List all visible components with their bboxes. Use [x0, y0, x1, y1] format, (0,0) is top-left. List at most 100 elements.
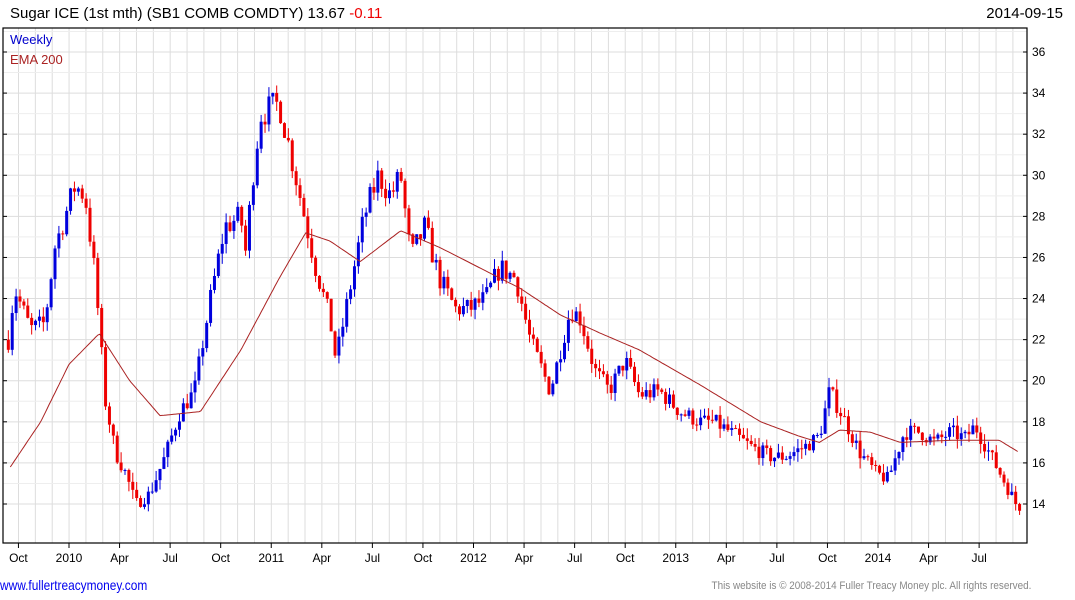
candle: [166, 441, 170, 458]
candle: [699, 417, 703, 426]
candle: [936, 434, 940, 439]
candle: [228, 222, 232, 231]
candle: [146, 491, 150, 505]
candle: [224, 222, 228, 244]
candle: [695, 424, 699, 426]
candle: [512, 272, 516, 278]
candle: [220, 243, 224, 254]
candle: [162, 457, 166, 469]
candle: [846, 416, 850, 435]
candle: [994, 452, 998, 468]
candle: [940, 434, 944, 438]
candle: [317, 275, 321, 289]
candle: [282, 123, 286, 138]
title-text: Sugar ICE (1st mth) (SB1 COMB COMDTY) 13…: [10, 5, 346, 22]
candle: [69, 188, 73, 211]
candle: [337, 336, 341, 356]
candle: [753, 443, 757, 447]
candle: [271, 92, 275, 97]
candle: [399, 171, 403, 181]
candle: [843, 416, 847, 418]
candle: [543, 363, 547, 377]
candle: [115, 435, 119, 463]
candle: [333, 331, 337, 356]
x-tick-label: Oct: [211, 551, 230, 565]
x-tick-label: Jul: [971, 551, 986, 565]
candle: [341, 326, 345, 337]
candle: [244, 225, 248, 251]
y-tick-label: 34: [1032, 86, 1046, 100]
candle: [652, 384, 656, 398]
candle: [49, 279, 53, 308]
candle: [387, 190, 391, 199]
candle: [41, 316, 45, 323]
x-tick-label: Oct: [9, 551, 28, 565]
candle: [718, 414, 722, 429]
candle: [983, 443, 987, 452]
candle: [290, 140, 294, 172]
candle: [975, 425, 979, 433]
candle: [53, 248, 57, 280]
candle: [703, 415, 707, 418]
candle: [177, 421, 181, 430]
legend-ema: EMA 200: [10, 52, 63, 67]
candle: [1002, 474, 1006, 483]
candle: [773, 457, 777, 462]
candle: [465, 300, 469, 307]
candle: [909, 425, 913, 440]
x-tick-label: Apr: [919, 551, 938, 565]
candle: [100, 307, 104, 348]
candle: [788, 456, 792, 459]
candle: [247, 204, 251, 251]
candle: [990, 450, 994, 453]
candles: [6, 85, 1022, 515]
candle: [839, 412, 843, 417]
candle: [870, 457, 874, 465]
candle: [691, 410, 695, 425]
y-tick-label: 16: [1032, 456, 1046, 470]
candle: [14, 296, 18, 314]
x-tick-label: 2010: [56, 551, 83, 565]
candle: [84, 198, 88, 208]
candle: [850, 434, 854, 443]
candle: [535, 338, 539, 352]
candle: [858, 440, 862, 459]
site-link[interactable]: www.fullertreacymoney.com: [0, 577, 148, 593]
candle: [528, 319, 532, 335]
candle: [139, 498, 143, 507]
candle: [150, 491, 154, 493]
y-tick-label: 20: [1032, 374, 1046, 388]
candle: [34, 320, 38, 326]
candle: [916, 426, 920, 433]
candle: [26, 305, 30, 318]
candle: [22, 301, 26, 306]
candle: [563, 342, 567, 360]
candle: [426, 217, 430, 228]
candle: [633, 366, 637, 383]
candle: [279, 101, 283, 124]
candle: [749, 440, 753, 444]
x-tick-label: Jul: [365, 551, 380, 565]
x-tick-label: Oct: [616, 551, 635, 565]
candle: [380, 170, 384, 189]
candle: [796, 448, 800, 453]
candle: [531, 334, 535, 339]
candle: [209, 289, 213, 323]
candle: [232, 220, 236, 231]
candle: [893, 458, 897, 471]
candle: [948, 427, 952, 437]
candle: [679, 414, 683, 416]
y-tick-label: 28: [1032, 209, 1046, 223]
candle: [629, 358, 633, 367]
candle: [329, 298, 333, 332]
candle: [298, 185, 302, 198]
candle: [88, 207, 92, 242]
candle: [356, 242, 360, 267]
candle: [10, 313, 14, 350]
candle: [76, 188, 80, 192]
candle: [263, 121, 267, 125]
candle: [815, 435, 819, 437]
candle: [508, 272, 512, 279]
candle: [286, 137, 290, 141]
candle: [434, 259, 438, 263]
